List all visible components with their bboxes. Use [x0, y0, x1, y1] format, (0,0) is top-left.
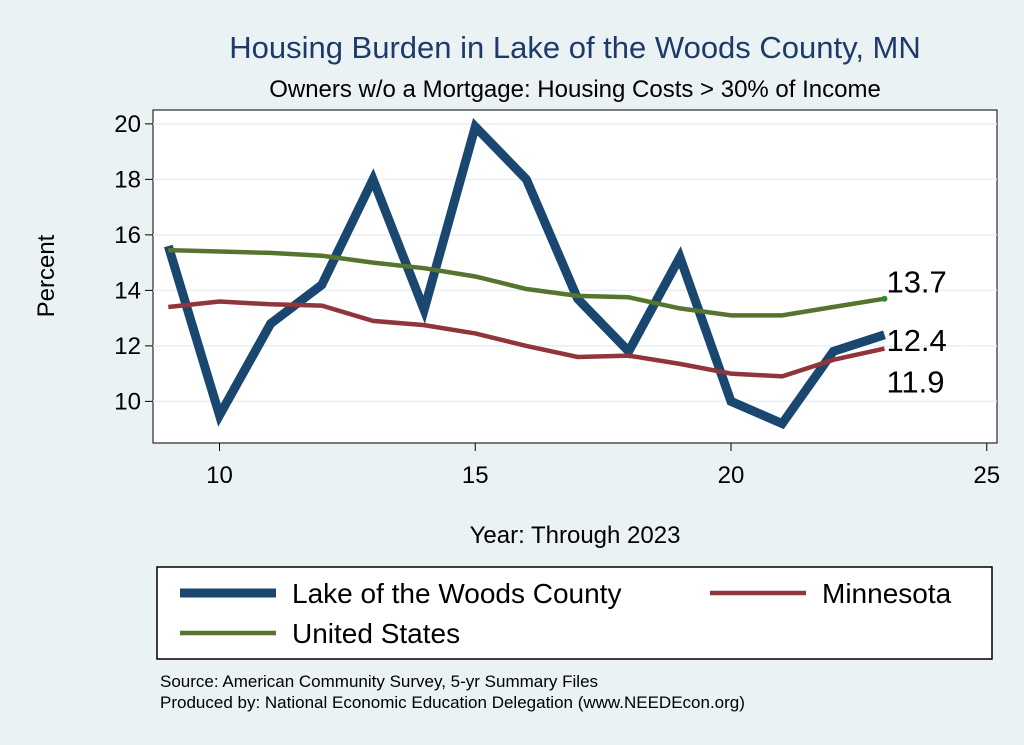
legend-items: Lake of the Woods County Minnesota United …	[180, 578, 952, 649]
series-line-0	[163, 117, 886, 430]
end-label-2: 13.7	[886, 265, 946, 300]
end-label-0: 12.4	[886, 323, 946, 358]
us-end-marker	[881, 295, 888, 302]
x-tick-label: 10	[206, 462, 233, 489]
series-line-2	[168, 247, 885, 318]
y-axis-title: Percent	[33, 234, 60, 317]
plot-area	[152, 109, 998, 444]
y-tick-label: 20	[114, 111, 141, 138]
y-tick-label: 12	[114, 333, 141, 360]
chart-subtitle: Owners w/o a Mortgage: Housing Costs > 3…	[269, 76, 881, 103]
y-tick-label: 16	[114, 222, 141, 249]
y-tick-label: 14	[114, 277, 141, 304]
end-label-1: 11.9	[886, 365, 944, 400]
y-tick-label: 10	[114, 388, 141, 415]
x-tick-label: 15	[462, 462, 489, 489]
series-line-1	[168, 299, 885, 379]
x-axis: 10 15 20 25	[206, 443, 1000, 489]
legend	[156, 566, 993, 660]
x-axis-title: Year: Through 2023	[470, 522, 681, 549]
x-tick-label: 20	[718, 462, 745, 489]
x-tick-label: 25	[973, 462, 1000, 489]
legend-label-2: United States	[292, 618, 460, 649]
y-axis: 10 12 14 16 18 20	[114, 111, 153, 415]
end-labels: 12.4 11.9 13.7	[886, 265, 946, 400]
y-tick-label: 18	[114, 166, 141, 193]
source-note: Source: American Community Survey, 5-yr …	[160, 672, 598, 691]
legend-label-1: Minnesota	[822, 578, 952, 609]
series-lines	[163, 117, 888, 430]
produced-note: Produced by: National Economic Education…	[160, 693, 745, 712]
chart-title: Housing Burden in Lake of the Woods Coun…	[229, 30, 921, 65]
legend-label-0: Lake of the Woods County	[292, 578, 621, 609]
